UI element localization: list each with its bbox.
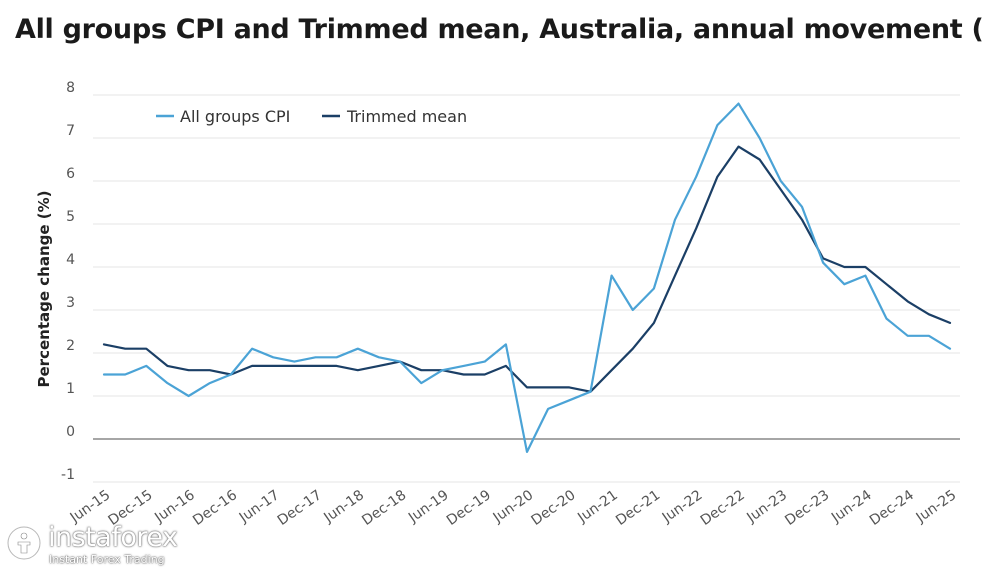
y-tick-label: 2 bbox=[66, 338, 75, 354]
x-tick-label: Dec-22 bbox=[698, 487, 748, 529]
y-tick-label: 6 bbox=[66, 166, 75, 182]
x-tick-label: Dec-20 bbox=[528, 487, 578, 529]
y-tick-label: 0 bbox=[66, 424, 75, 440]
y-tick-label: 8 bbox=[66, 80, 75, 96]
x-tick-label: Dec-19 bbox=[444, 487, 494, 529]
x-tick-label: Jun-17 bbox=[236, 487, 283, 526]
y-tick-label: -1 bbox=[61, 467, 75, 483]
x-tick-label: Jun-21 bbox=[574, 487, 621, 526]
x-tick-label: Jun-16 bbox=[151, 487, 198, 526]
x-tick-label: Jun-22 bbox=[659, 487, 706, 526]
chart-title: All groups CPI and Trimmed mean, Austral… bbox=[15, 14, 984, 45]
x-tick-label: Jun-15 bbox=[67, 487, 114, 526]
x-tick-label: Dec-21 bbox=[613, 487, 663, 529]
x-tick-label: Dec-23 bbox=[782, 487, 832, 529]
x-tick-label: Dec-17 bbox=[275, 487, 325, 529]
y-tick-label: 4 bbox=[66, 252, 75, 268]
x-tick-label: Jun-25 bbox=[913, 487, 960, 526]
x-tick-label: Jun-19 bbox=[405, 487, 452, 526]
gridlines bbox=[93, 94, 960, 483]
y-tick-label: 7 bbox=[66, 123, 75, 139]
x-tick-label: Jun-24 bbox=[828, 487, 875, 526]
series-lines bbox=[102, 102, 952, 453]
x-axis-ticks: Jun-15Dec-15Jun-16Dec-16Jun-17Dec-17Jun-… bbox=[67, 487, 960, 529]
x-tick-label: Jun-18 bbox=[320, 487, 367, 526]
y-axis-label: Percentage change (%) bbox=[35, 191, 53, 388]
x-tick-label: Dec-18 bbox=[359, 487, 409, 529]
legend-label-trimmed-mean: Trimmed mean bbox=[346, 107, 467, 126]
instaforex-logo-icon bbox=[6, 525, 42, 561]
x-tick-label: Jun-23 bbox=[743, 487, 790, 526]
x-tick-label: Jun-20 bbox=[490, 487, 537, 526]
series-line-cpi bbox=[102, 102, 952, 453]
y-tick-label: 5 bbox=[66, 209, 75, 225]
legend-label-cpi: All groups CPI bbox=[180, 107, 290, 126]
y-axis-ticks: -1 0 1 2 3 4 5 6 7 8 bbox=[61, 80, 75, 483]
x-tick-label: Dec-16 bbox=[190, 487, 240, 529]
watermark-tagline: Instant Forex Trading bbox=[49, 553, 165, 566]
watermark-name: instaforex bbox=[48, 522, 178, 553]
series-line-trimmed-mean bbox=[102, 145, 952, 393]
legend: All groups CPI Trimmed mean bbox=[156, 107, 467, 126]
x-tick-label: Dec-24 bbox=[867, 487, 917, 529]
y-tick-label: 3 bbox=[66, 295, 75, 311]
watermark: instaforex Instant Forex Trading bbox=[4, 522, 184, 566]
y-tick-label: 1 bbox=[66, 381, 75, 397]
